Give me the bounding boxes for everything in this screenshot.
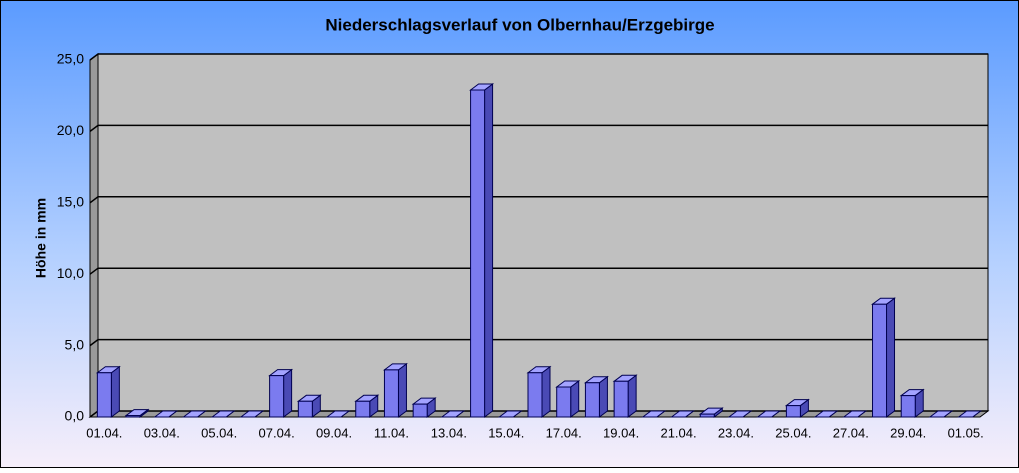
bar (440, 410, 466, 418)
chart-title: Niederschlagsverlauf von Olbernhau/Erzge… (325, 15, 714, 34)
grid-line (89, 267, 988, 275)
bar (727, 410, 753, 418)
grid-line (89, 338, 988, 347)
x-tick-label: 03.04. (144, 425, 180, 440)
y-tick-label: 25,0 (57, 51, 84, 67)
bar (899, 388, 925, 418)
grid-line (89, 53, 988, 61)
bar (813, 410, 839, 418)
bar (842, 410, 868, 418)
side-wall (89, 53, 99, 418)
x-tick-label: 27.04. (833, 425, 869, 440)
x-tick-label: 23.04. (718, 425, 754, 440)
bar (871, 297, 897, 418)
x-tick-label: 09.04. (316, 425, 352, 440)
bar (784, 398, 810, 418)
bar (354, 394, 380, 418)
y-tick-label: 15,0 (57, 194, 84, 210)
bar (210, 410, 236, 418)
bar (641, 410, 667, 418)
x-tick-label: 19.04. (603, 425, 639, 440)
x-tick-label: 01.04. (86, 425, 122, 440)
bar (239, 410, 265, 418)
bar (153, 410, 179, 418)
back-wall (97, 53, 989, 412)
x-tick-label: 07.04. (259, 425, 295, 440)
x-tick-label: 01.05. (948, 425, 984, 440)
bar (526, 365, 552, 418)
bar (670, 410, 696, 418)
bar (756, 410, 782, 418)
y-tick-label: 0,0 (65, 408, 85, 424)
bar (325, 410, 351, 418)
bar (124, 408, 150, 418)
x-tick-label: 15.04. (488, 425, 524, 440)
bar (928, 410, 954, 418)
bar (95, 365, 121, 418)
y-tick-label: 10,0 (57, 265, 84, 281)
x-tick-label: 21.04. (660, 425, 696, 440)
bar (268, 368, 294, 418)
x-tick-label: 25.04. (775, 425, 811, 440)
x-tick-label: 17.04. (546, 425, 582, 440)
y-axis-title: Höhe in mm (33, 198, 49, 278)
grid-line (89, 124, 988, 132)
bar (382, 362, 408, 418)
grid-line (89, 196, 988, 204)
bar (698, 407, 724, 418)
x-tick-label: 29.04. (890, 425, 926, 440)
y-tick-label: 20,0 (57, 122, 84, 138)
x-tick-label: 05.04. (201, 425, 237, 440)
x-tick-label: 13.04. (431, 425, 467, 440)
bar (583, 375, 609, 418)
bar (555, 380, 581, 418)
bar (181, 410, 207, 418)
bar (411, 397, 437, 418)
x-tick-label: 11.04. (374, 425, 409, 440)
bar (957, 410, 983, 418)
y-tick-label: 5,0 (65, 336, 85, 352)
bar (296, 394, 322, 418)
bar (612, 374, 638, 418)
bar (469, 82, 495, 418)
bar (497, 410, 523, 418)
